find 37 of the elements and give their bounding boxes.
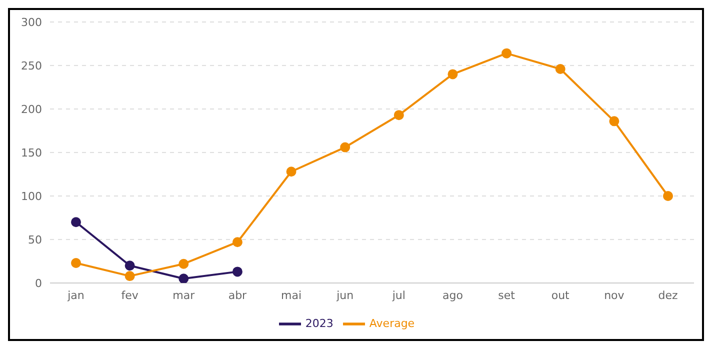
x-tick-label: dez (658, 288, 678, 302)
point (178, 274, 189, 283)
x-tick-label: mar (172, 288, 196, 302)
point (555, 64, 566, 74)
point (178, 258, 189, 269)
point (394, 110, 404, 120)
point (71, 258, 81, 268)
x-tick-label: mai (281, 288, 302, 302)
point (609, 116, 620, 126)
y-tick-label: 100 (21, 190, 42, 203)
x-tick-label: jun (336, 288, 354, 302)
x-tick-label: set (498, 288, 516, 302)
y-tick-label: 250 (21, 59, 42, 72)
x-tick-label: jan (66, 288, 84, 302)
x-tick-label: jul (391, 288, 406, 302)
legend-label: 2023 (305, 317, 334, 330)
x-tick-label: nov (604, 288, 625, 302)
point (232, 266, 242, 277)
point (71, 217, 81, 228)
y-tick-label: 50 (28, 233, 42, 246)
y-tick-label: 300 (21, 16, 42, 29)
x-tick-label: fev (121, 288, 139, 302)
legend-label: Average (369, 317, 415, 330)
y-tick-label: 0 (35, 276, 42, 290)
point (124, 260, 135, 271)
point (232, 237, 242, 248)
x-tick-label: abr (228, 288, 248, 302)
point (502, 48, 512, 58)
point (663, 191, 673, 201)
point (448, 69, 458, 80)
point (124, 271, 135, 282)
x-tick-label: ago (442, 288, 464, 302)
point (340, 142, 350, 152)
x-tick-label: out (551, 288, 570, 302)
y-tick-label: 200 (21, 102, 42, 116)
y-tick-label: 150 (21, 146, 42, 160)
point (286, 166, 296, 177)
